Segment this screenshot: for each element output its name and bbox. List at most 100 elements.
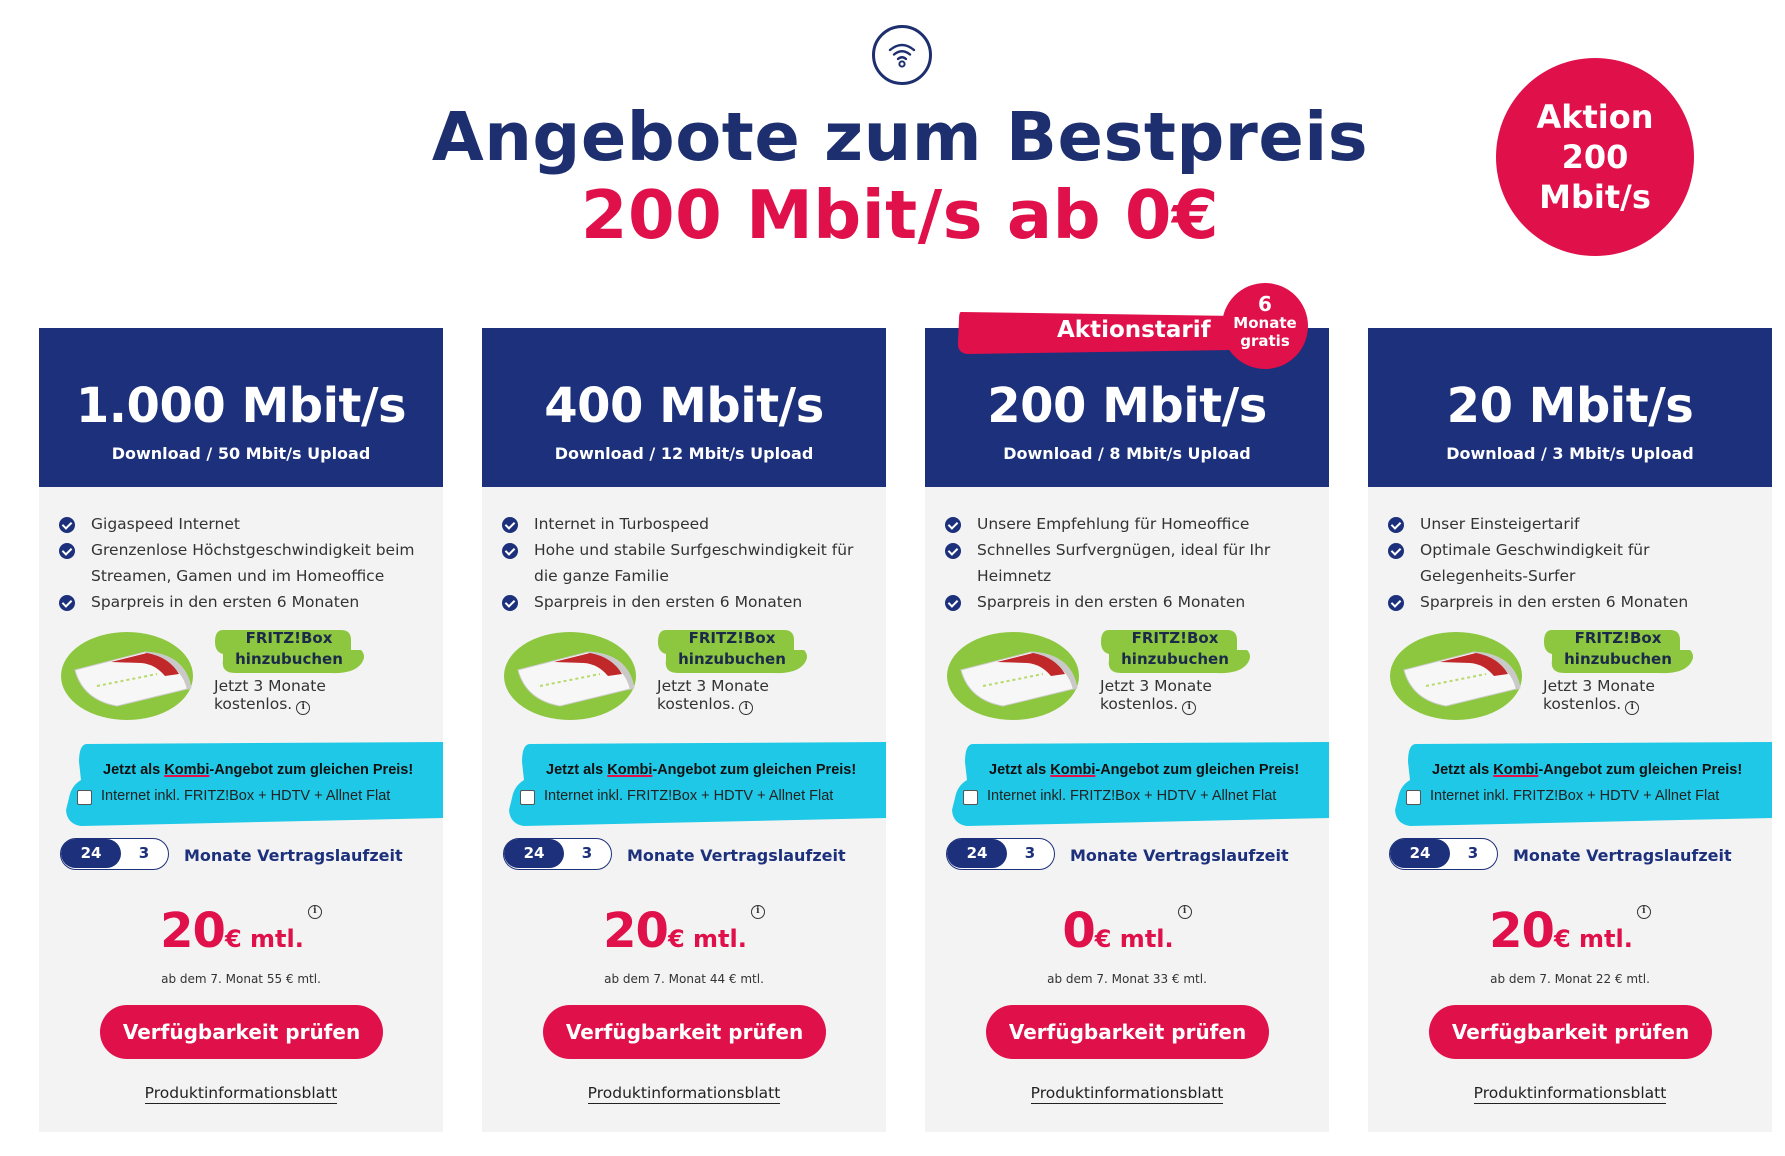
promo-ribbon	[957, 312, 1237, 354]
check-availability-button[interactable]: Verfügbarkeit prüfen	[986, 1005, 1269, 1059]
fritzbox-note-text: Jetzt 3 Monate	[657, 677, 769, 695]
product-info-link[interactable]: Produktinformationsblatt	[1473, 1084, 1667, 1104]
price-unit: € mtl.	[1553, 925, 1633, 953]
check-icon	[59, 517, 75, 533]
check-icon	[502, 543, 518, 559]
term-option-24[interactable]: 24	[504, 839, 564, 868]
fritzbox-router-icon	[61, 632, 193, 720]
fritzbox-note-text: kostenlos.	[657, 695, 736, 713]
tariff-header: 20 Mbit/s Download / 3 Mbit/s Upload	[1368, 328, 1772, 487]
kombi-checkbox[interactable]	[520, 790, 535, 805]
promo-badge: Aktion 200 Mbit/s	[1496, 58, 1694, 256]
tariff-header: 400 Mbit/s Download / 12 Mbit/s Upload	[482, 328, 886, 487]
info-icon[interactable]: i	[750, 905, 765, 919]
term-option-3[interactable]: 3	[1467, 844, 1479, 862]
check-icon	[59, 595, 75, 611]
kombi-option-label[interactable]: Internet inkl. FRITZ!Box + HDTV + Allnet…	[101, 788, 391, 804]
kombi-option-label[interactable]: Internet inkl. FRITZ!Box + HDTV + Allnet…	[987, 788, 1277, 804]
kombi-offer-highlight: Kombi	[164, 762, 210, 778]
tariff-speed: 200 Mbit/s	[987, 378, 1267, 434]
term-option-24[interactable]: 24	[947, 839, 1007, 868]
product-info-link[interactable]: Produktinformationsblatt	[144, 1084, 338, 1104]
product-info-link[interactable]: Produktinformationsblatt	[1030, 1084, 1224, 1104]
price-amount: 0	[1062, 903, 1095, 959]
fritzbox-router-icon	[504, 632, 636, 720]
promo-badge-line: 200	[1561, 138, 1629, 176]
feature-text: Grenzenlose Höchstgeschwindigkeit beim S…	[91, 541, 415, 585]
term-option-3[interactable]: 3	[1024, 844, 1036, 862]
check-icon	[502, 517, 518, 533]
gratis-label: Monate	[1233, 314, 1297, 332]
fritzbox-addon-label: FRITZ!Box	[1574, 629, 1662, 647]
check-icon	[945, 543, 961, 559]
fritzbox-note-text: Jetzt 3 Monate	[1100, 677, 1212, 695]
fritzbox-addon-tag[interactable]: FRITZ!Box hinzubuchen	[213, 628, 365, 674]
info-icon[interactable]: i	[296, 701, 311, 715]
fritzbox-addon-label: FRITZ!Box	[688, 629, 776, 647]
fritzbox-note: Jetzt 3 Monate kostenlos. i	[1543, 677, 1703, 715]
tariff-speed-detail: Download / 8 Mbit/s Upload	[1003, 444, 1251, 463]
term-option-3[interactable]: 3	[581, 844, 593, 862]
feature-list: Internet in Turbospeed Hohe und stabile S…	[502, 511, 872, 615]
tariff-speed: 1.000 Mbit/s	[75, 378, 407, 434]
info-icon[interactable]: i	[1625, 701, 1640, 715]
info-icon[interactable]: i	[1177, 905, 1192, 919]
info-icon[interactable]: i	[307, 905, 322, 919]
tariff-speed-detail: Download / 3 Mbit/s Upload	[1446, 444, 1694, 463]
fritzbox-addon-tag[interactable]: FRITZ!Box hinzubuchen	[656, 628, 808, 674]
check-availability-button[interactable]: Verfügbarkeit prüfen	[1429, 1005, 1712, 1059]
kombi-offer-text: Jetzt als	[1432, 762, 1494, 778]
kombi-checkbox[interactable]	[1406, 790, 1421, 805]
check-availability-button[interactable]: Verfügbarkeit prüfen	[543, 1005, 826, 1059]
fritzbox-note-text: Jetzt 3 Monate	[214, 677, 326, 695]
term-option-24[interactable]: 24	[1390, 839, 1450, 868]
product-info-link[interactable]: Produktinformationsblatt	[587, 1084, 781, 1104]
price-unit: € mtl.	[224, 925, 304, 953]
kombi-option-label[interactable]: Internet inkl. FRITZ!Box + HDTV + Allnet…	[1430, 788, 1720, 804]
feature-item: Optimale Geschwindigkeit für Gelegenheit…	[1388, 537, 1758, 589]
kombi-offer-text: -Angebot zum gleichen Preis!	[209, 762, 414, 778]
contract-term-toggle[interactable]: 24 3	[60, 838, 169, 870]
feature-text: Schnelles Surfvergnügen, ideal für Ihr H…	[977, 541, 1271, 585]
page-title: Angebote zum Bestpreis	[431, 98, 1369, 176]
fritzbox-addon-label: FRITZ!Box	[245, 629, 333, 647]
feature-text: Sparpreis in den ersten 6 Monaten	[534, 593, 803, 611]
info-icon[interactable]: i	[1636, 905, 1651, 919]
price-after-promo: ab dem 7. Monat 44 € mtl.	[604, 972, 764, 986]
tariff-speed-detail: Download / 50 Mbit/s Upload	[111, 444, 371, 463]
check-icon	[1388, 517, 1404, 533]
kombi-offer-title: Jetzt als Kombi-Angebot zum gleichen Pre…	[989, 762, 1299, 778]
check-icon	[945, 595, 961, 611]
check-availability-button[interactable]: Verfügbarkeit prüfen	[100, 1005, 383, 1059]
info-icon[interactable]: i	[1182, 701, 1197, 715]
term-option-24[interactable]: 24	[61, 839, 121, 868]
check-icon	[59, 543, 75, 559]
contract-term-toggle[interactable]: 24 3	[946, 838, 1055, 870]
fritzbox-router-icon	[947, 632, 1079, 720]
kombi-option-label[interactable]: Internet inkl. FRITZ!Box + HDTV + Allnet…	[544, 788, 834, 804]
term-option-3[interactable]: 3	[138, 844, 150, 862]
gratis-badge: 6 Monate gratis	[1222, 283, 1308, 369]
fritzbox-addon-tag[interactable]: FRITZ!Box hinzubuchen	[1099, 628, 1251, 674]
check-icon	[1388, 543, 1404, 559]
contract-term-toggle[interactable]: 24 3	[1389, 838, 1498, 870]
gratis-label: gratis	[1240, 332, 1290, 350]
fritzbox-addon-label: FRITZ!Box	[1131, 629, 1219, 647]
promo-ribbon-label: Aktionstarif	[1057, 317, 1211, 343]
feature-item: Grenzenlose Höchstgeschwindigkeit beim S…	[59, 537, 429, 589]
gratis-number: 6	[1258, 292, 1272, 316]
price-amount: 20	[603, 903, 669, 959]
tariff-speed: 20 Mbit/s	[1446, 378, 1694, 434]
kombi-checkbox[interactable]	[77, 790, 92, 805]
info-icon[interactable]: i	[739, 701, 754, 715]
kombi-checkbox[interactable]	[963, 790, 978, 805]
fritzbox-note: Jetzt 3 Monate kostenlos. i	[214, 677, 374, 715]
kombi-offer: Jetzt als Kombi-Angebot zum gleichen Pre…	[65, 740, 443, 826]
fritzbox-addon-tag[interactable]: FRITZ!Box hinzubuchen	[1542, 628, 1694, 674]
kombi-offer-title: Jetzt als Kombi-Angebot zum gleichen Pre…	[546, 762, 856, 778]
kombi-offer-text: Jetzt als	[546, 762, 608, 778]
price-unit: € mtl.	[667, 925, 747, 953]
kombi-offer-title: Jetzt als Kombi-Angebot zum gleichen Pre…	[1432, 762, 1742, 778]
page-subtitle: 200 Mbit/s ab 0€	[580, 176, 1220, 254]
contract-term-toggle[interactable]: 24 3	[503, 838, 612, 870]
